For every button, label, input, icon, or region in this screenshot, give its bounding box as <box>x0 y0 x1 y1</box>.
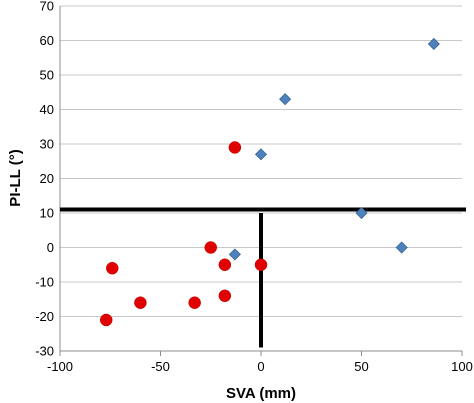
axes <box>59 6 463 356</box>
data-point-circle <box>228 141 242 154</box>
data-point-diamond <box>228 248 241 261</box>
data-point-circle <box>254 258 268 271</box>
x-tick-label: 0 <box>257 359 264 374</box>
y-tick-label: 0 <box>47 240 54 255</box>
data-point-diamond <box>427 37 440 51</box>
x-tick-label: -100 <box>47 359 73 374</box>
x-axis-title: SVA (mm) <box>226 385 296 402</box>
reference-lines <box>60 207 466 348</box>
data-point-circle <box>204 241 217 254</box>
y-tick-label: 20 <box>40 171 54 186</box>
data-point-diamond <box>254 148 268 161</box>
data-point-circle <box>188 296 201 309</box>
y-tick-label: 60 <box>40 33 54 48</box>
data-point-circle <box>218 289 232 303</box>
data-point-circle <box>218 258 232 271</box>
data-point-diamond <box>355 206 368 220</box>
y-tick-label: -20 <box>35 309 54 324</box>
data-points <box>99 37 440 327</box>
y-axis-title: PI-LL (°) <box>7 149 24 206</box>
x-tick-label: 100 <box>451 359 473 374</box>
y-tick-label: -10 <box>35 275 54 290</box>
data-point-diamond <box>279 93 292 106</box>
y-tick-label: 10 <box>40 206 54 221</box>
y-tick-label: 30 <box>40 137 54 152</box>
data-point-circle <box>134 296 147 309</box>
y-tick-label: 70 <box>40 0 54 14</box>
y-tick-label: 50 <box>40 68 54 83</box>
x-tick-label: -50 <box>151 359 170 374</box>
x-tick-label: 50 <box>354 359 368 374</box>
data-point-circle <box>106 261 119 275</box>
data-point-diamond <box>395 241 408 254</box>
y-tick-label: -30 <box>35 344 54 359</box>
gridlines <box>60 5 462 317</box>
y-tick-label: 40 <box>40 102 54 117</box>
data-point-circle <box>99 313 113 327</box>
x-tick-labels: -100 -50 0 50 100 <box>47 359 473 374</box>
y-tick-labels: -30 -20 -10 0 10 20 30 40 50 60 70 <box>35 0 54 359</box>
